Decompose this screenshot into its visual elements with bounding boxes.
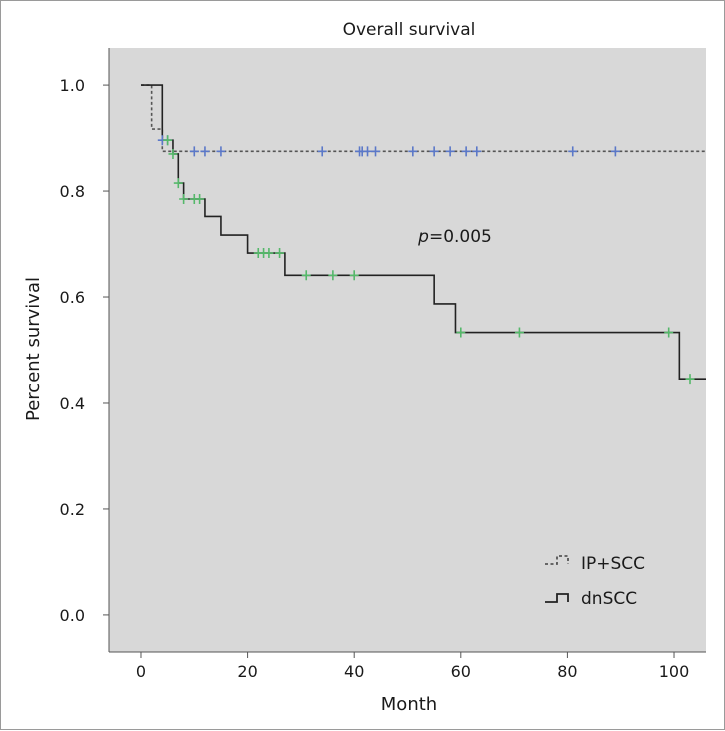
legend-swatch-ipscc: [545, 555, 569, 565]
x-tick-label: 60: [451, 662, 471, 681]
censor-mark-0: [429, 146, 439, 157]
axes-group: 0 20 40 60 80 100 0.0 0.2 0.4 0.6 0.8 1.0: [60, 48, 706, 681]
chart-title: Overall survival: [343, 20, 476, 40]
censor-mark-0: [445, 146, 455, 157]
y-tick-label: 0.6: [60, 288, 85, 307]
y-tick-label: 0.4: [60, 394, 85, 413]
legend: IP+SCC dnSCC: [545, 554, 645, 609]
series-layer: [140, 84, 706, 385]
censor-mark-0: [216, 146, 226, 157]
censor-mark-1: [168, 148, 178, 159]
censor-mark-1: [195, 194, 205, 204]
p-value-number: =0.005: [429, 227, 492, 247]
legend-swatch-dnscc: [545, 593, 569, 603]
censor-mark-1: [275, 248, 285, 259]
p-value-annotation: p=0.005: [417, 227, 492, 247]
x-tick-label: 100: [659, 662, 690, 681]
y-tick-label: 0.8: [60, 182, 85, 201]
censor-mark-1: [173, 178, 183, 189]
legend-label-ipscc: IP+SCC: [581, 554, 645, 574]
censor-mark-1: [328, 270, 338, 281]
series-line-0: [140, 84, 706, 153]
censor-mark-0: [363, 146, 373, 157]
y-tick-label: 0.0: [60, 606, 85, 625]
censor-mark-0: [472, 146, 482, 157]
censor-mark-1: [179, 194, 189, 204]
p-value-symbol: p: [417, 227, 429, 247]
censor-mark-1: [349, 270, 359, 281]
censor-mark-0: [610, 146, 620, 157]
censor-mark-1: [456, 327, 466, 338]
y-tick-label: 1.0: [60, 76, 85, 95]
x-tick-label: 40: [344, 662, 364, 681]
x-axis-label: Month: [381, 694, 437, 715]
y-axis-label: Percent survival: [23, 277, 44, 421]
censor-mark-0: [371, 146, 381, 157]
censor-mark-0: [317, 146, 327, 157]
x-tick-label: 80: [557, 662, 577, 681]
x-tick-label: 0: [136, 662, 146, 681]
x-tick-label: 20: [237, 662, 257, 681]
censor-mark-1: [301, 270, 311, 281]
plot-area: [109, 48, 706, 652]
censor-mark-0: [568, 146, 578, 157]
y-tick-label: 0.2: [60, 500, 85, 519]
censor-mark-0: [461, 146, 471, 157]
censor-mark-1: [264, 248, 274, 259]
censor-mark-1: [664, 327, 674, 338]
censor-mark-1: [685, 374, 695, 385]
censor-mark-1: [514, 327, 524, 338]
censor-mark-0: [189, 146, 199, 157]
legend-label-dnscc: dnSCC: [581, 589, 637, 609]
censor-mark-0: [408, 146, 418, 157]
censor-mark-0: [200, 146, 210, 157]
censor-mark-1: [163, 135, 173, 146]
